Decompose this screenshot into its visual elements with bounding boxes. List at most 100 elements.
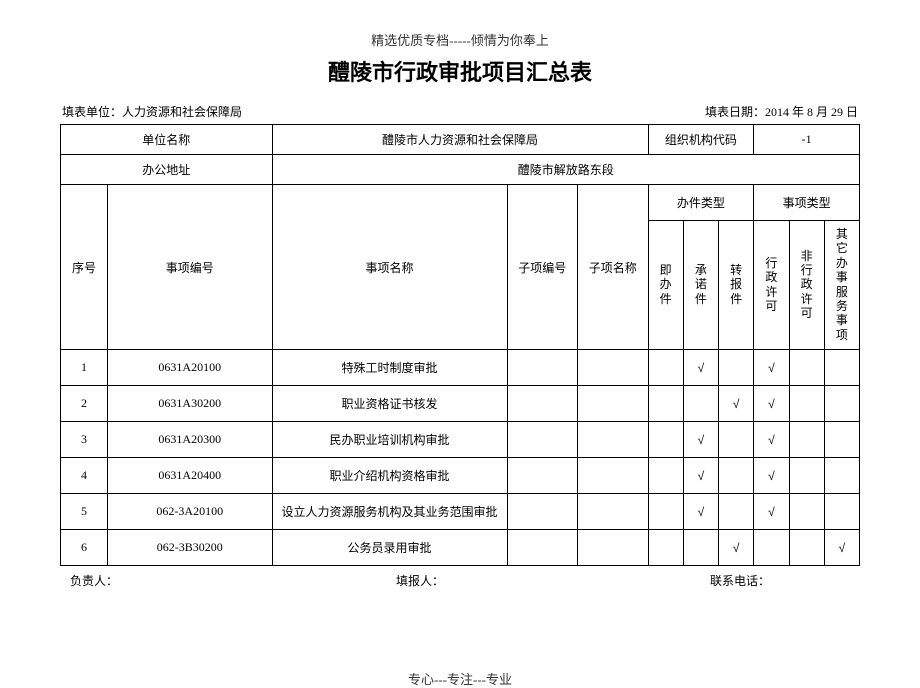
table-cell <box>578 422 649 458</box>
table-cell: √ <box>683 458 718 494</box>
table-cell <box>824 350 859 386</box>
table-cell: √ <box>754 386 789 422</box>
table-cell <box>824 458 859 494</box>
table-cell <box>648 386 683 422</box>
table-cell: 设立人力资源服务机构及其业务范围审批 <box>272 494 507 530</box>
table-cell <box>824 494 859 530</box>
header-tag: 精选优质专档-----倾情为你奉上 <box>60 30 860 49</box>
table-cell: √ <box>683 350 718 386</box>
table-cell <box>648 530 683 566</box>
table-cell: 3 <box>61 422 108 458</box>
org-code-label: 组织机构代码 <box>648 125 754 155</box>
th-promise: 承诺件 <box>683 221 718 350</box>
filler-unit: 填表单位：人力资源和社会保障局 <box>62 103 242 120</box>
th-transfer: 转报件 <box>719 221 754 350</box>
table-cell <box>507 494 578 530</box>
table-cell: √ <box>754 458 789 494</box>
unit-name-value: 醴陵市人力资源和社会保障局 <box>272 125 648 155</box>
table-cell: 1 <box>61 350 108 386</box>
table-cell: 0631A30200 <box>108 386 273 422</box>
summary-table: 单位名称 醴陵市人力资源和社会保障局 组织机构代码 -1 办公地址 醴陵市解放路… <box>60 124 860 566</box>
table-cell <box>648 350 683 386</box>
table-cell: 0631A20400 <box>108 458 273 494</box>
table-cell: √ <box>719 530 754 566</box>
table-cell <box>578 458 649 494</box>
table-row: 6062-3B30200公务员录用审批 √ √ <box>61 530 860 566</box>
table-cell <box>789 458 824 494</box>
table-row: 30631A20300民办职业培训机构审批 √ √ <box>61 422 860 458</box>
table-cell <box>719 422 754 458</box>
table-cell: 公务员录用审批 <box>272 530 507 566</box>
table-cell: 062-3A20100 <box>108 494 273 530</box>
table-row: 10631A20100特殊工时制度审批 √ √ <box>61 350 860 386</box>
table-cell <box>824 386 859 422</box>
table-cell: 062-3B30200 <box>108 530 273 566</box>
table-cell: 5 <box>61 494 108 530</box>
th-name: 事项名称 <box>272 185 507 350</box>
table-cell <box>648 494 683 530</box>
table-cell: √ <box>754 350 789 386</box>
table-cell <box>789 530 824 566</box>
table-cell: √ <box>683 422 718 458</box>
table-cell: √ <box>754 422 789 458</box>
contact-label: 联系电话： <box>537 572 850 589</box>
table-cell <box>507 530 578 566</box>
address-value: 醴陵市解放路东段 <box>272 155 860 185</box>
page-title: 醴陵市行政审批项目汇总表 <box>60 55 860 87</box>
table-cell <box>754 530 789 566</box>
th-other-service: 其它办事服务事项 <box>824 221 859 350</box>
table-cell: √ <box>719 386 754 422</box>
table-cell: √ <box>824 530 859 566</box>
table-cell <box>507 350 578 386</box>
info-row-1: 单位名称 醴陵市人力资源和社会保障局 组织机构代码 -1 <box>61 125 860 155</box>
unit-name-label: 单位名称 <box>61 125 273 155</box>
table-cell <box>789 386 824 422</box>
th-subname: 子项名称 <box>578 185 649 350</box>
table-cell <box>683 530 718 566</box>
fill-date: 填表日期：2014 年 8 月 29 日 <box>705 103 858 120</box>
table-cell <box>648 422 683 458</box>
table-cell <box>719 494 754 530</box>
table-cell: 职业资格证书核发 <box>272 386 507 422</box>
responsible-label: 负责人： <box>70 572 303 589</box>
th-subcode: 子项编号 <box>507 185 578 350</box>
table-cell <box>507 458 578 494</box>
table-cell: 0631A20300 <box>108 422 273 458</box>
footer-tag: 专心---专注---专业 <box>60 669 860 688</box>
table-cell <box>507 422 578 458</box>
table-cell <box>578 350 649 386</box>
table-cell <box>507 386 578 422</box>
table-cell <box>719 458 754 494</box>
table-cell: √ <box>754 494 789 530</box>
table-cell: √ <box>683 494 718 530</box>
table-cell <box>578 386 649 422</box>
meta-row: 填表单位：人力资源和社会保障局 填表日期：2014 年 8 月 29 日 <box>60 103 860 120</box>
th-seq: 序号 <box>61 185 108 350</box>
org-code-value: -1 <box>754 125 860 155</box>
header-group-row: 序号 事项编号 事项名称 子项编号 子项名称 办件类型 事项类型 <box>61 185 860 221</box>
footer-row: 负责人： 填报人： 联系电话： <box>60 572 860 589</box>
info-row-2: 办公地址 醴陵市解放路东段 <box>61 155 860 185</box>
table-cell: 民办职业培训机构审批 <box>272 422 507 458</box>
table-cell <box>578 494 649 530</box>
th-case-type: 办件类型 <box>648 185 754 221</box>
table-cell <box>824 422 859 458</box>
table-cell: 6 <box>61 530 108 566</box>
table-cell <box>789 350 824 386</box>
table-cell: 4 <box>61 458 108 494</box>
table-row: 5062-3A20100设立人力资源服务机构及其业务范围审批 √ √ <box>61 494 860 530</box>
th-non-admin-permit: 非行政许可 <box>789 221 824 350</box>
table-cell <box>719 350 754 386</box>
table-cell <box>648 458 683 494</box>
th-matter-type: 事项类型 <box>754 185 860 221</box>
table-cell <box>789 494 824 530</box>
table-cell <box>789 422 824 458</box>
table-row: 20631A30200职业资格证书核发 √√ <box>61 386 860 422</box>
th-instant: 即办件 <box>648 221 683 350</box>
th-code: 事项编号 <box>108 185 273 350</box>
table-cell: 0631A20100 <box>108 350 273 386</box>
table-cell: 2 <box>61 386 108 422</box>
th-admin-permit: 行政许可 <box>754 221 789 350</box>
table-cell <box>578 530 649 566</box>
table-cell: 特殊工时制度审批 <box>272 350 507 386</box>
